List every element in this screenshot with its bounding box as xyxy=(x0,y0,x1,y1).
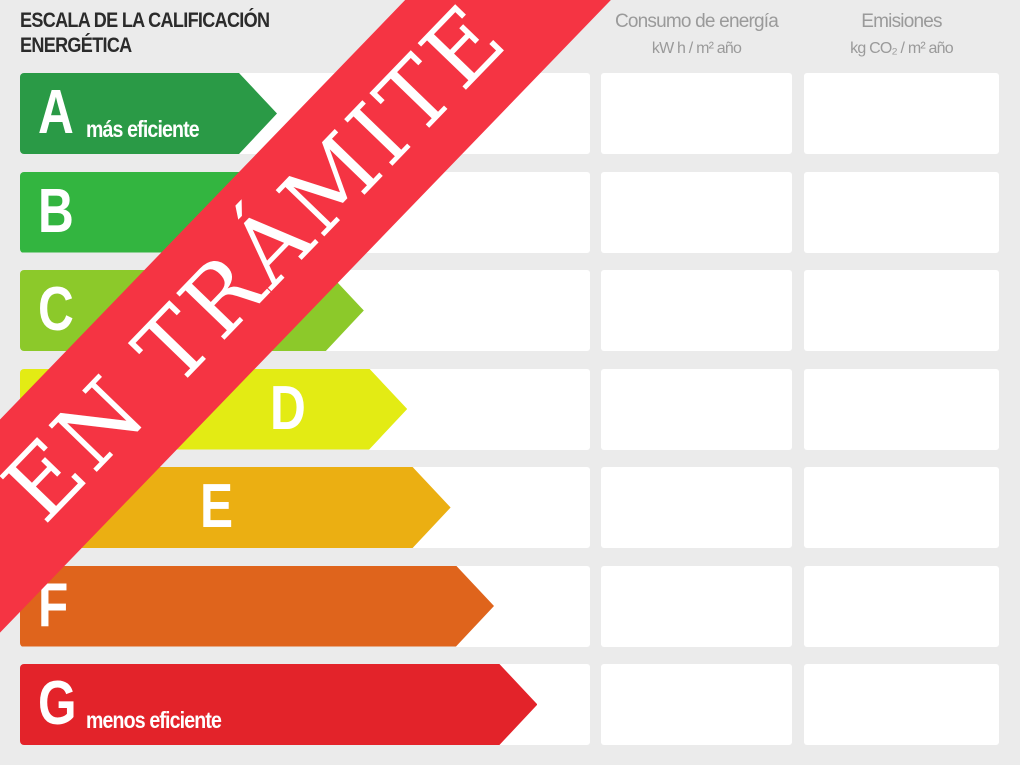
rating-arrow: F xyxy=(20,565,494,647)
scale-title: ESCALA DE LA CALIFICACIÓN ENERGÉTICA xyxy=(20,9,270,57)
energy-value-cell xyxy=(601,664,792,745)
rating-letter: A xyxy=(38,78,74,147)
rating-row-b: B xyxy=(0,171,1020,253)
rating-letter: E xyxy=(200,472,234,541)
energy-value-cell xyxy=(601,270,792,351)
emissions-value-cell xyxy=(804,664,999,745)
emissions-value-cell xyxy=(804,565,999,647)
rating-letter: G xyxy=(38,669,77,738)
column-label: Consumo de energía xyxy=(614,11,779,32)
rating-value-cell xyxy=(323,270,590,351)
emissions-value-cell xyxy=(804,73,999,154)
rating-row-e: E xyxy=(0,467,1020,548)
energy-value-cell xyxy=(601,73,792,154)
column-label: Emisiones xyxy=(861,11,942,32)
column-unit: kg CO₂ / m² año xyxy=(850,40,954,57)
energy-value-cell xyxy=(601,565,792,647)
rating-letter: D xyxy=(270,373,306,443)
energy-value-cell xyxy=(601,171,792,253)
emissions-value-cell xyxy=(804,171,999,253)
emissions-value-cell xyxy=(804,270,999,351)
emissions-value-cell xyxy=(804,467,999,548)
column-header-energy: Consumo de energía kW h / m² año xyxy=(601,8,792,62)
rating-letter: B xyxy=(38,176,74,246)
column-header-emissions: Emisiones kg CO₂ / m² año xyxy=(804,8,999,62)
rating-caption: menos eficiente xyxy=(86,707,222,733)
energy-value-cell xyxy=(601,467,792,548)
emissions-value-cell xyxy=(804,368,999,450)
rating-letter: C xyxy=(38,275,74,344)
rating-caption: más eficiente xyxy=(86,116,200,142)
column-unit: kW h / m² año xyxy=(651,40,742,57)
energy-value-cell xyxy=(601,368,792,450)
rating-row-f: F xyxy=(0,565,1020,647)
